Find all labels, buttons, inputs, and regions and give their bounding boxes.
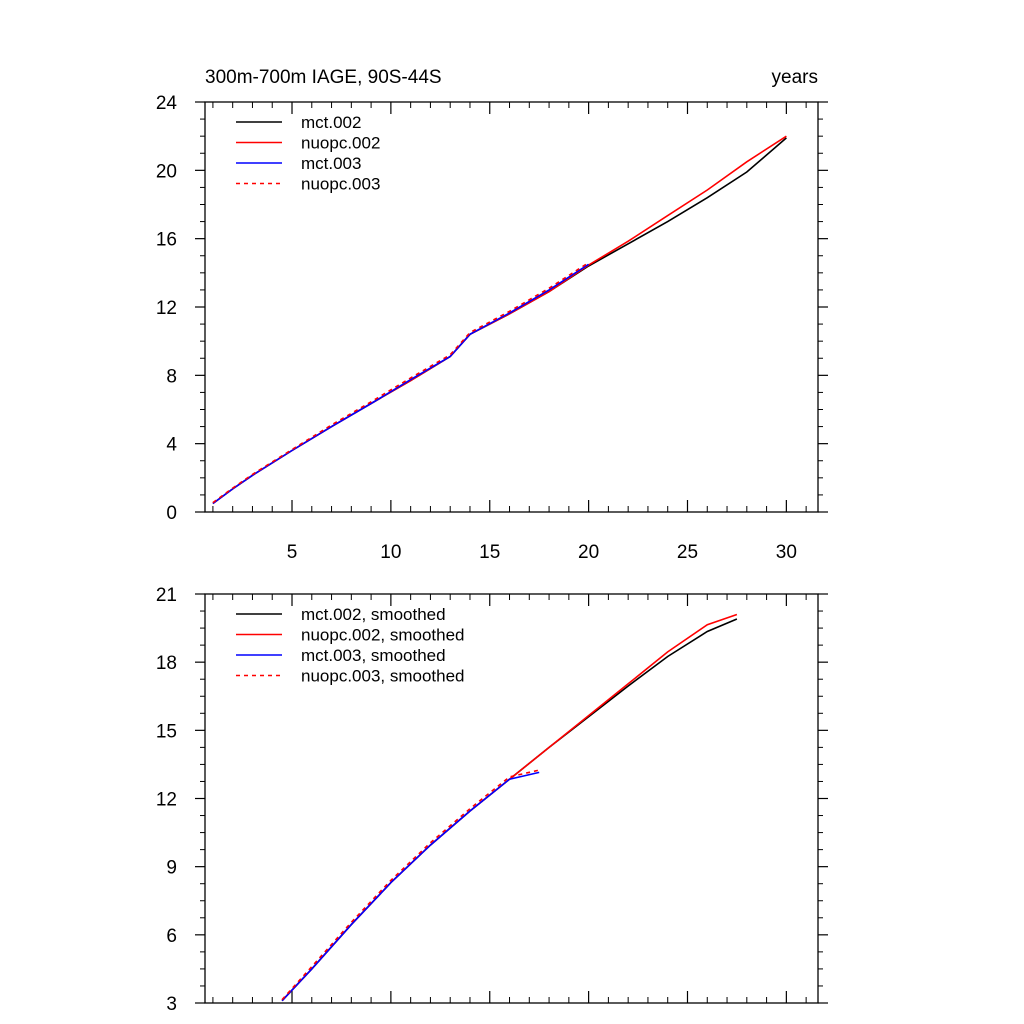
- legend-label: nuopc.002: [301, 134, 380, 153]
- legend-label: mct.003: [301, 154, 361, 173]
- plot-frame: [204, 593, 819, 1004]
- legend-label: mct.003, smoothed: [301, 646, 446, 665]
- series-line-4: [281, 769, 540, 1001]
- series-line-3: [212, 263, 590, 505]
- y-tick-label: 12: [156, 790, 177, 811]
- plot-frame: [204, 101, 819, 513]
- x-tick-label: 20: [578, 542, 599, 563]
- y-tick-label: 18: [156, 653, 177, 674]
- series-line-4: [212, 261, 590, 504]
- y-tick-label: 0: [166, 503, 177, 524]
- legend-label: nuopc.003: [301, 175, 380, 194]
- y-tick-label: 21: [156, 585, 177, 606]
- chart-units-label: years: [772, 67, 818, 88]
- series-line-3: [281, 771, 540, 1002]
- y-tick-label: 6: [166, 926, 177, 947]
- y-tick-label: 20: [156, 161, 177, 182]
- y-tick-label: 4: [166, 435, 177, 456]
- y-tick-label: 3: [166, 994, 177, 1015]
- x-tick-label: 15: [479, 542, 500, 563]
- chart-title: 300m-700m IAGE, 90S-44S: [205, 67, 442, 88]
- y-tick-label: 24: [156, 93, 178, 114]
- chart-panel-1: 5 10 15 20 25 30 0 4 8 12 16 20 24 mct.002 nuopc.002mc…: [156, 93, 828, 563]
- x-tick-label: 10: [380, 542, 401, 563]
- x-tick-label: 25: [677, 542, 698, 563]
- x-tick-label: 5: [287, 542, 298, 563]
- legend: mct.002, smoothed nuopc.002, smoothedmct.…: [236, 605, 465, 686]
- y-tick-label: 15: [156, 721, 177, 742]
- y-tick-label: 16: [156, 230, 177, 251]
- chart-panel-2: 3 6 9 12 15 18 21 mct.002, smoothed nuopc.002, s…: [156, 585, 828, 1015]
- y-tick-label: 12: [156, 298, 177, 319]
- series-line-1: [212, 137, 787, 505]
- y-tick-label: 8: [166, 366, 177, 387]
- legend-label: nuopc.002, smoothed: [301, 626, 465, 645]
- x-tick-label: 30: [776, 542, 797, 563]
- series-line-2: [212, 135, 787, 505]
- legend-label: nuopc.003, smoothed: [301, 667, 465, 686]
- y-tick-label: 9: [166, 858, 177, 879]
- legend-label: mct.002, smoothed: [301, 605, 446, 624]
- legend-label: mct.002: [301, 113, 361, 132]
